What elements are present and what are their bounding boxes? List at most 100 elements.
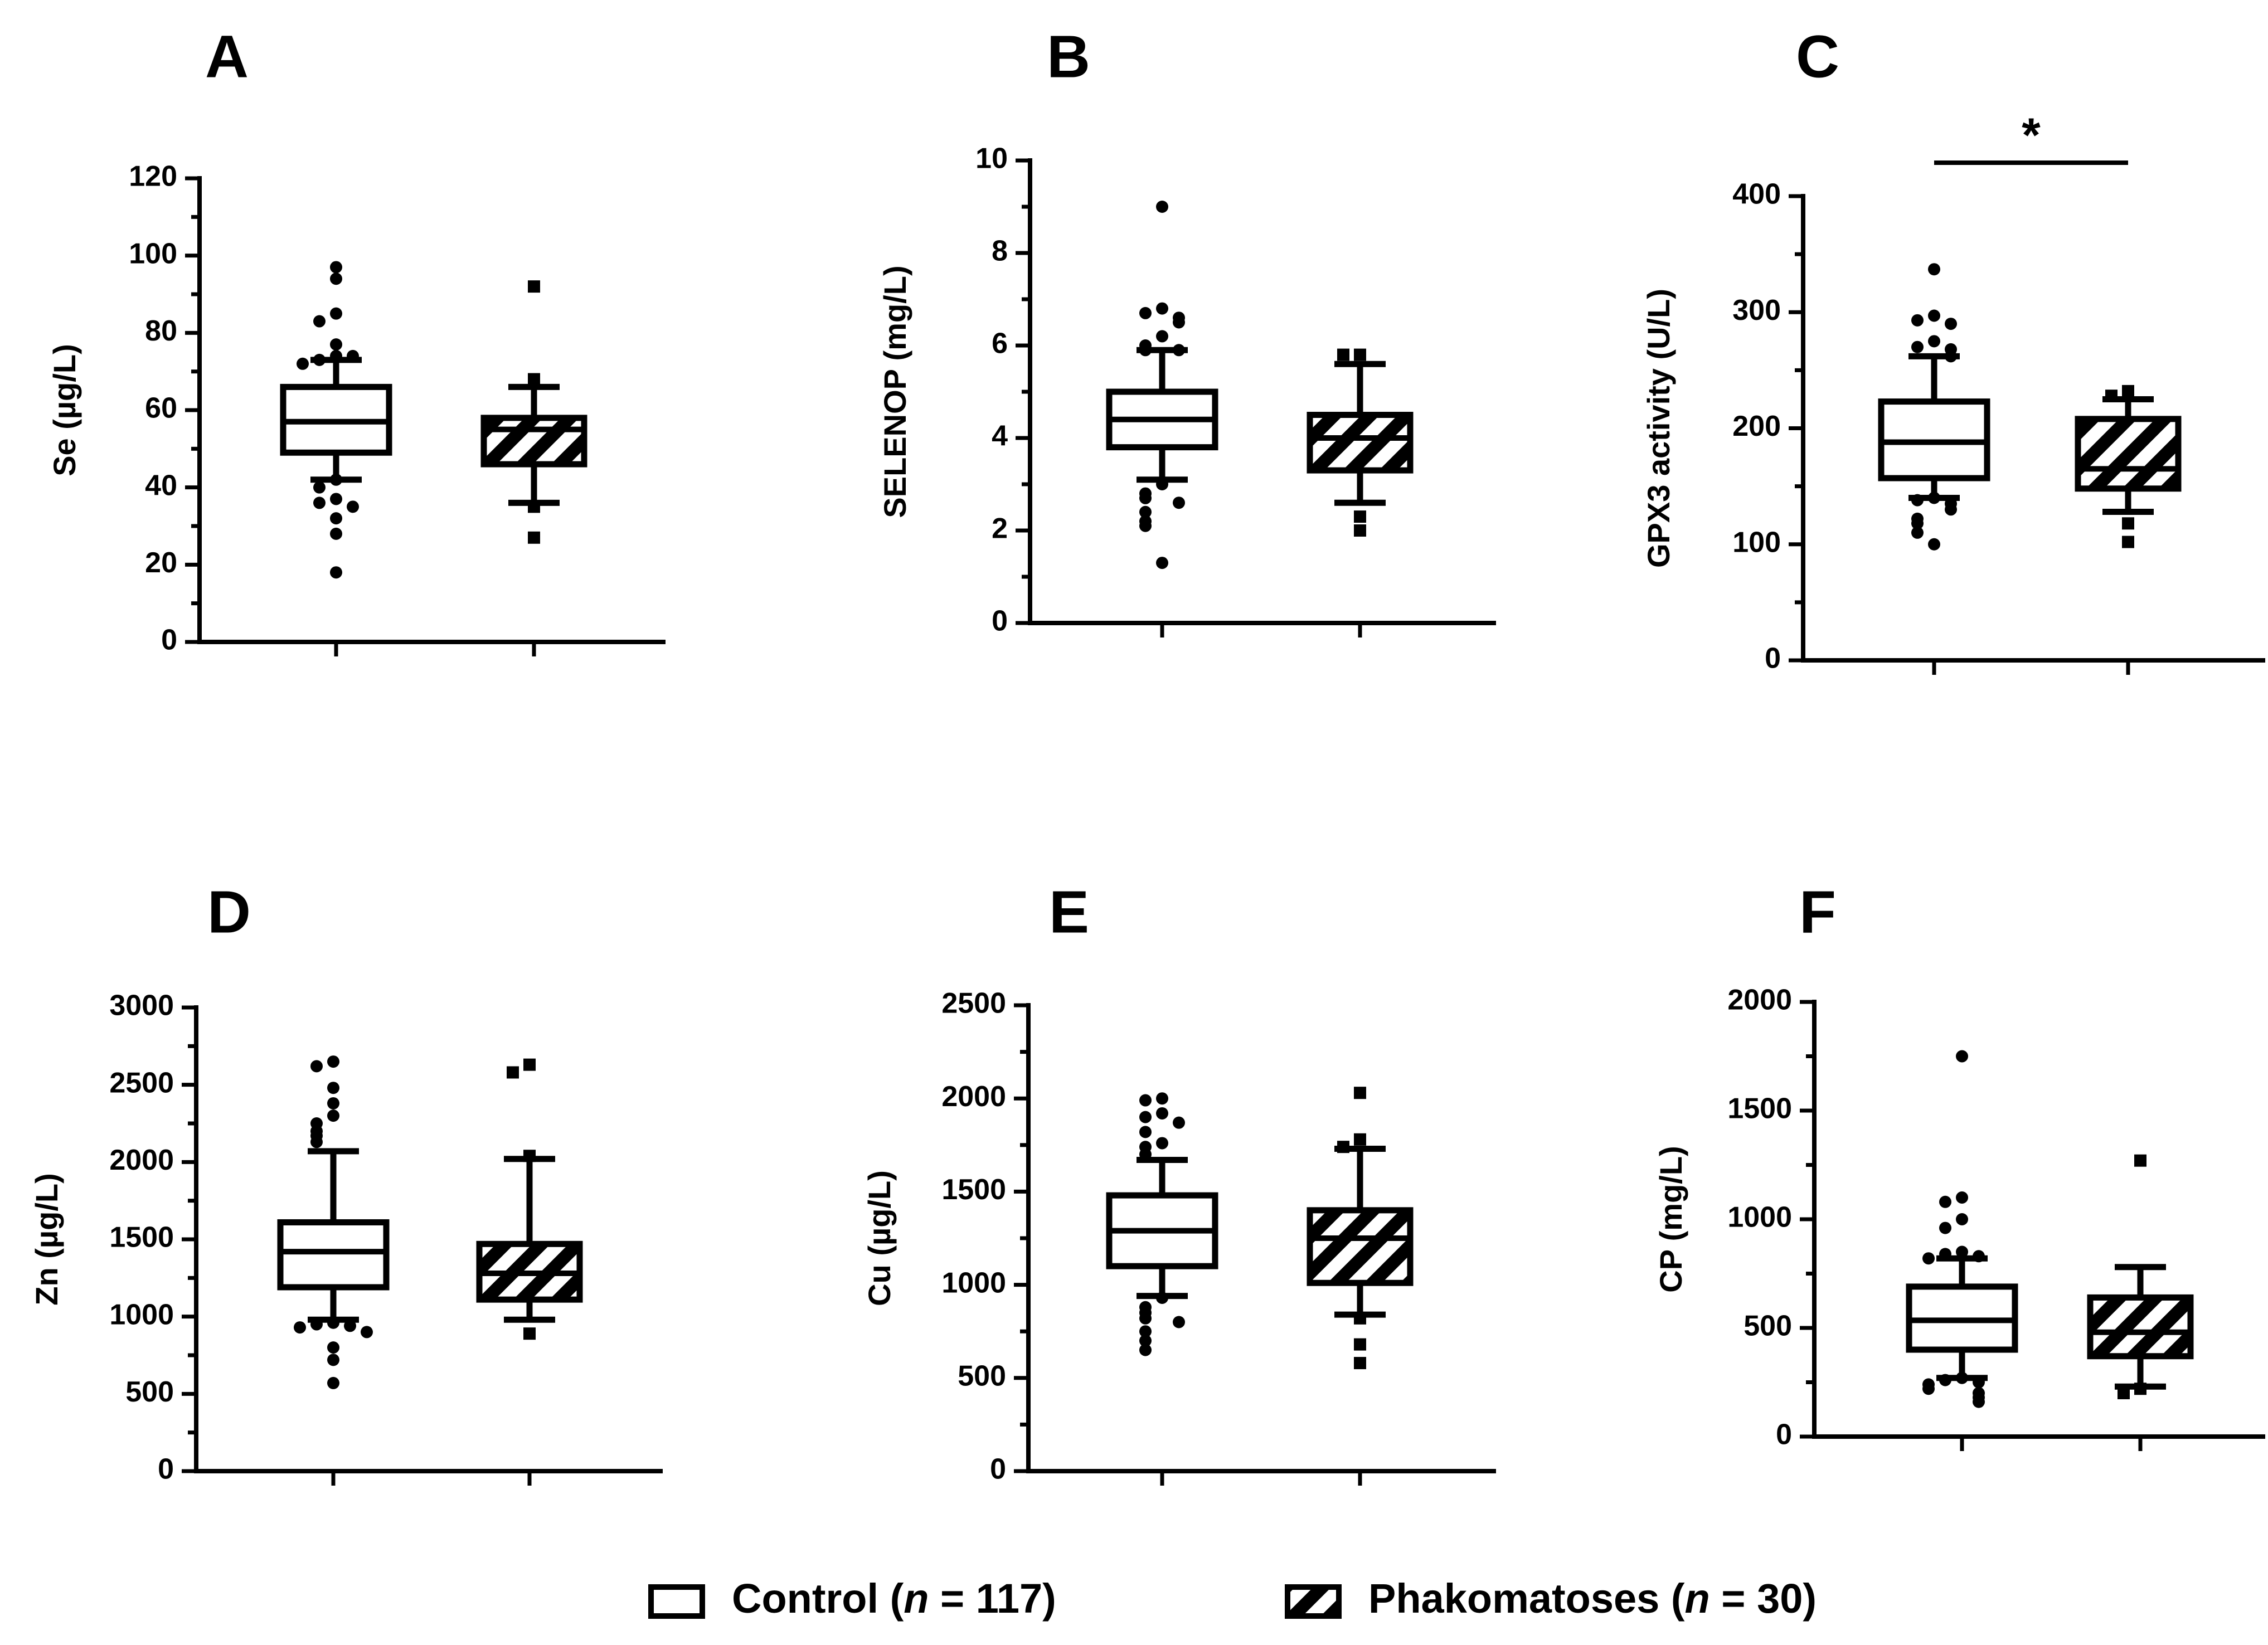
y-tick-label: 0	[992, 605, 1008, 637]
outlier-point	[327, 1376, 339, 1389]
outlier-point	[1337, 348, 1349, 361]
outlier-point	[1156, 557, 1168, 570]
outlier-point	[2122, 385, 2134, 397]
y-tick-label: 500	[125, 1376, 174, 1408]
outlier-point	[1139, 519, 1152, 532]
outlier-point	[347, 349, 359, 362]
control-box	[277, 1055, 390, 1389]
outlier-point	[327, 1082, 339, 1094]
outlier-point	[2122, 517, 2134, 530]
outlier-point	[1173, 497, 1185, 509]
panel-letter: A	[205, 23, 249, 90]
panel-d: D 0 500 1000 1500 2000 2500 3000 Zn (µg/L)	[29, 878, 663, 1486]
y-tick-label: 6	[992, 328, 1008, 360]
outlier-point	[313, 315, 326, 328]
outlier-point	[1139, 1111, 1152, 1123]
outlier-point	[1139, 1325, 1152, 1338]
outlier-point	[1156, 1092, 1168, 1105]
y-tick-label: 4	[992, 420, 1008, 452]
panel-f: F 0 500 1000 1500 2000 CP (mg/L)	[1653, 878, 2265, 1451]
panel-e: E 0 500 1000 1500 2000 2500 Cu (µg/L)	[862, 878, 1496, 1486]
y-tick-label: 2500	[941, 987, 1006, 1020]
outlier-point	[528, 280, 540, 293]
y-tick-label: 2000	[109, 1144, 174, 1176]
iqr-box	[1307, 412, 1414, 474]
outlier-point	[1973, 1250, 1985, 1263]
panel-a: A 0 20 40 60 80 100 120 Se (µg/L)	[47, 23, 666, 656]
outlier-point	[330, 566, 342, 579]
y-tick-label: 1000	[109, 1298, 174, 1331]
outlier-point	[1354, 1357, 1366, 1370]
y-axis-label: CP (mg/L)	[1653, 1146, 1688, 1292]
outlier-point	[1945, 318, 1957, 330]
y-tick-label: 0	[1765, 643, 1781, 675]
outlier-point	[1139, 491, 1152, 504]
outlier-point	[1973, 1395, 1985, 1408]
outlier-point	[2118, 1387, 2130, 1399]
outlier-point	[523, 1150, 536, 1162]
y-tick-label: 20	[145, 547, 177, 579]
outlier-point	[1354, 524, 1366, 537]
y-axis-label: Zn (µg/L)	[29, 1173, 64, 1306]
outlier-point	[330, 261, 342, 274]
panel-letter: C	[1796, 23, 1839, 90]
outlier-point	[1139, 306, 1152, 319]
outlier-point	[523, 1327, 536, 1340]
y-tick-label: 2500	[109, 1067, 174, 1099]
outlier-point	[1956, 1245, 1968, 1258]
outlier-point	[313, 353, 326, 366]
outlier-point	[1354, 510, 1366, 523]
y-tick-label: 1500	[109, 1221, 174, 1254]
y-tick-label: 1500	[1727, 1093, 1792, 1125]
y-tick-label: 0	[1776, 1419, 1792, 1451]
outlier-point	[310, 1318, 323, 1331]
y-tick-label: 80	[145, 315, 177, 347]
y-tick-label: 120	[129, 160, 177, 193]
y-tick-label: 2000	[941, 1081, 1006, 1113]
iqr-box	[2075, 416, 2182, 492]
outlier-point	[330, 349, 342, 362]
outlier-point	[1173, 316, 1185, 329]
legend-item-phakomatoses: Phakomatoses (n = 30)	[1285, 1575, 1817, 1622]
outlier-point	[1939, 1248, 1951, 1260]
outlier-point	[1939, 1374, 1951, 1386]
outlier-point	[361, 1326, 373, 1339]
outlier-point	[1139, 1094, 1152, 1107]
legend-label: Phakomatoses (n = 30)	[1368, 1575, 1817, 1622]
outlier-point	[1928, 335, 1940, 348]
outlier-point	[1139, 344, 1152, 357]
outlier-point	[2122, 536, 2134, 548]
outlier-point	[528, 531, 540, 544]
iqr-box	[277, 1219, 390, 1291]
outlier-point	[2134, 1383, 2146, 1395]
outlier-point	[313, 497, 326, 509]
y-tick-label: 8	[992, 235, 1008, 267]
outlier-point	[1973, 1376, 1985, 1389]
outlier-point	[1928, 538, 1940, 551]
outlier-point	[1139, 1312, 1152, 1325]
y-tick-label: 0	[158, 1453, 174, 1486]
outlier-point	[1354, 1087, 1366, 1099]
outlier-point	[1156, 330, 1168, 343]
y-tick-label: 40	[145, 469, 177, 502]
panel-letter: F	[1799, 878, 1836, 946]
y-axis-label: Se (µg/L)	[47, 344, 82, 476]
outlier-point	[1156, 302, 1168, 315]
y-tick-label: 100	[1732, 526, 1781, 558]
control-box	[1906, 1050, 2018, 1408]
outlier-point	[1139, 1344, 1152, 1356]
y-tick-label: 60	[145, 392, 177, 425]
y-axis-label: GPX3 activity (U/L)	[1641, 289, 1676, 568]
legend: Control (n = 117) Phakomatoses (n = 30)	[648, 1575, 1817, 1622]
outlier-point	[1911, 314, 1924, 327]
outlier-point	[330, 512, 342, 525]
y-tick-label: 500	[958, 1360, 1006, 1393]
outlier-point	[1156, 201, 1168, 213]
panel-b: B 0 2 4 6 8 10 SELENOP (mg/L)	[877, 23, 1496, 637]
panel-letter: D	[207, 878, 251, 946]
outlier-point	[327, 1055, 339, 1068]
y-tick-label: 3000	[109, 990, 174, 1022]
outlier-point	[327, 1109, 339, 1122]
y-tick-label: 1000	[941, 1267, 1006, 1299]
outlier-point	[1337, 1141, 1349, 1154]
